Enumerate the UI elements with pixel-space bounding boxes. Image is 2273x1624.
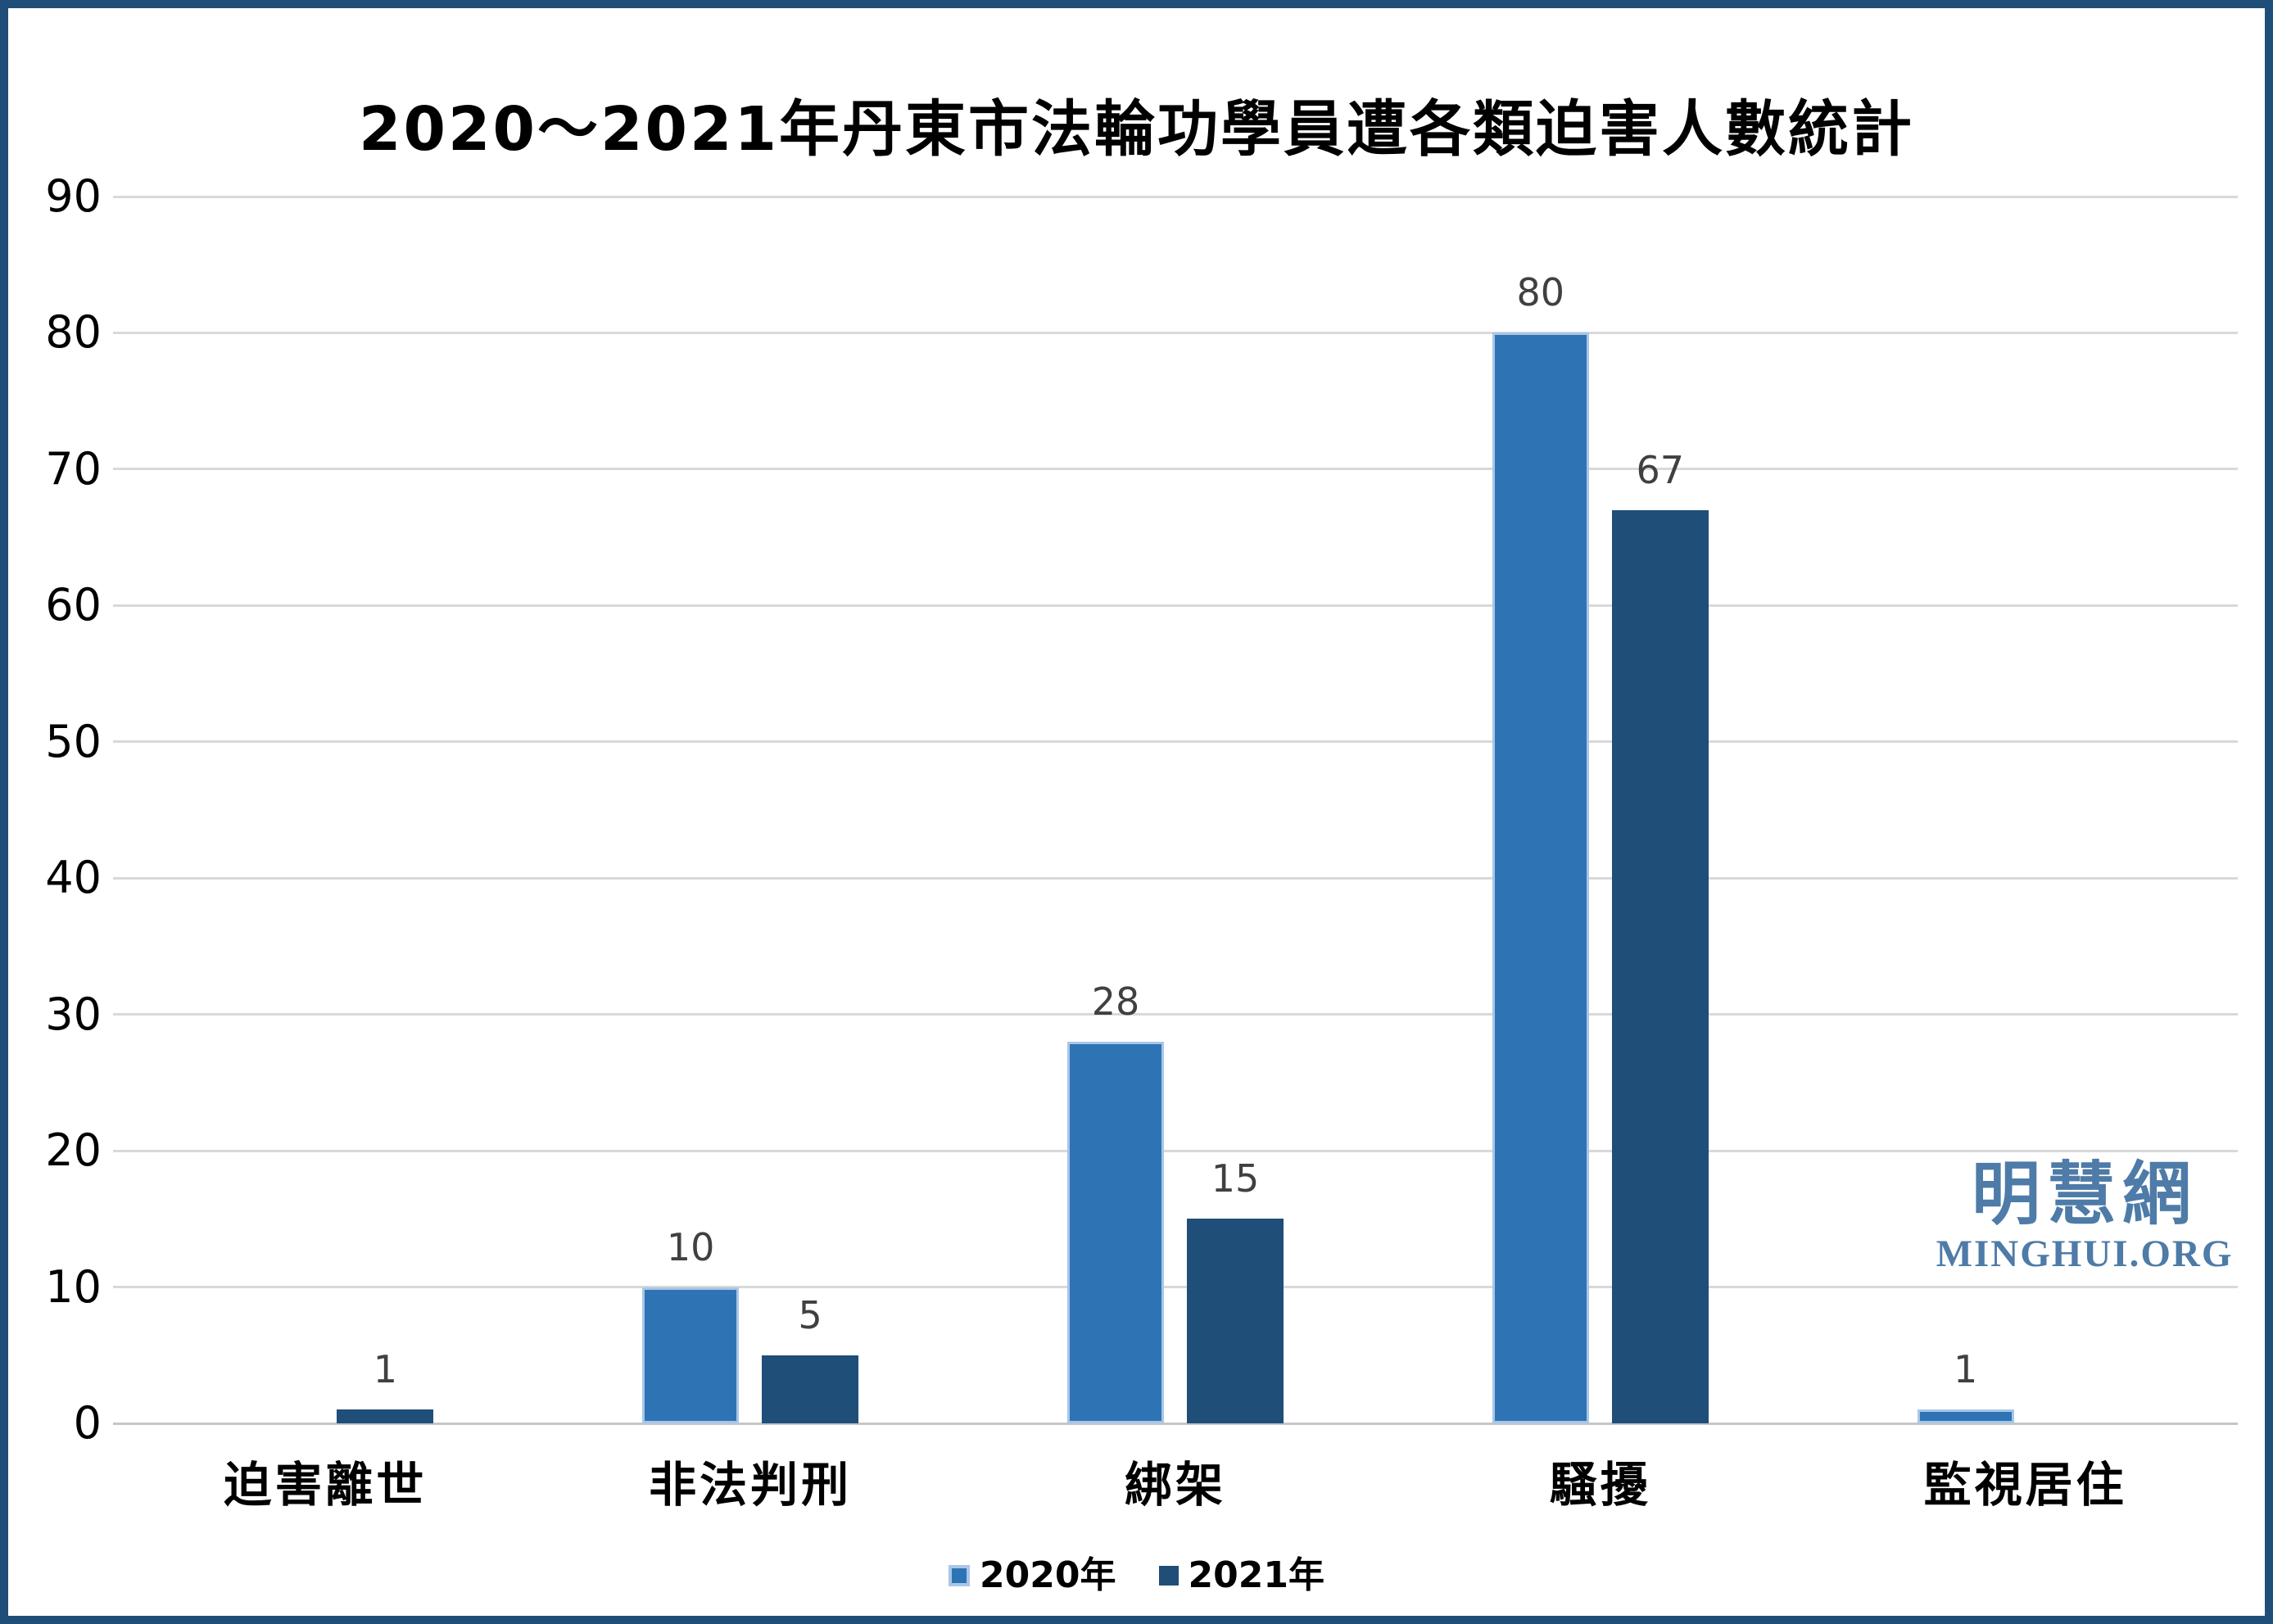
legend-item-2020: 2020年 <box>949 1558 1116 1594</box>
legend: 2020年 2021年 <box>8 1558 2265 1594</box>
legend-label-2020: 2020年 <box>980 1554 1116 1596</box>
y-axis-tick-label: 30 <box>45 988 102 1040</box>
bar-value-label: 67 <box>1636 447 1685 492</box>
y-axis-tick-label: 10 <box>45 1260 102 1313</box>
x-axis-line <box>113 1422 2238 1425</box>
legend-label-2021: 2021年 <box>1188 1554 1324 1596</box>
y-axis-tick-label: 90 <box>45 170 102 222</box>
bar-value-label: 28 <box>1091 979 1140 1024</box>
y-axis-tick-label: 20 <box>45 1124 102 1177</box>
bar-2021-c2 <box>1187 1219 1284 1423</box>
minghui-watermark: 明慧網 MINGHUI.ORG <box>1929 1158 2240 1276</box>
bar-value-label: 15 <box>1211 1156 1260 1201</box>
gridline <box>113 468 2238 471</box>
bar-2020-c1 <box>642 1287 740 1423</box>
bar-value-label: 5 <box>798 1292 822 1337</box>
y-axis-tick-label: 0 <box>73 1397 102 1449</box>
bar-chart: 2020～2021年丹東市法輪功學員遭各類迫害人數統計 2020年 2021年 … <box>8 8 2265 1616</box>
y-axis-tick-label: 60 <box>45 579 102 631</box>
bar-2021-c3 <box>1611 509 1709 1423</box>
gridline <box>113 331 2238 334</box>
x-axis-category-label: 非法判刑 <box>649 1457 853 1513</box>
gridline <box>113 1013 2238 1016</box>
x-axis-category-label: 監視居住 <box>1923 1457 2127 1513</box>
gridline <box>113 1286 2238 1289</box>
gridline <box>113 1149 2238 1152</box>
x-axis-category-label: 綁架 <box>1124 1457 1226 1513</box>
gridline <box>113 876 2238 880</box>
bar-2020-c4 <box>1917 1409 2014 1423</box>
bar-value-label: 1 <box>1953 1347 1978 1392</box>
bar-2020-c2 <box>1067 1041 1164 1423</box>
bar-2021-c0 <box>337 1409 434 1423</box>
minghui-logo-url: MINGHUI.ORG <box>1936 1233 2234 1276</box>
bar-value-label: 80 <box>1516 270 1565 315</box>
gridline <box>113 195 2238 198</box>
minghui-logo-cjk: 明慧網 <box>1971 1154 2198 1234</box>
legend-marker-2021-icon <box>1158 1566 1179 1586</box>
chart-title: 2020～2021年丹東市法輪功學員遭各類迫害人數統計 <box>359 94 1914 165</box>
gridline <box>113 740 2238 744</box>
legend-marker-2020-icon <box>949 1565 971 1586</box>
gridline <box>113 604 2238 607</box>
bar-value-label: 1 <box>373 1347 398 1392</box>
bar-value-label: 10 <box>666 1224 715 1269</box>
y-axis-tick-label: 80 <box>45 306 102 359</box>
bar-2021-c1 <box>762 1355 859 1423</box>
x-axis-category-label: 迫害離世 <box>224 1457 428 1513</box>
y-axis-tick-label: 50 <box>45 715 102 767</box>
x-axis-category-label: 騷擾 <box>1549 1457 1651 1513</box>
y-axis-tick-label: 40 <box>45 852 102 904</box>
y-axis-tick-label: 70 <box>45 442 102 495</box>
bar-2020-c3 <box>1492 332 1589 1423</box>
legend-item-2021: 2021年 <box>1158 1554 1324 1596</box>
